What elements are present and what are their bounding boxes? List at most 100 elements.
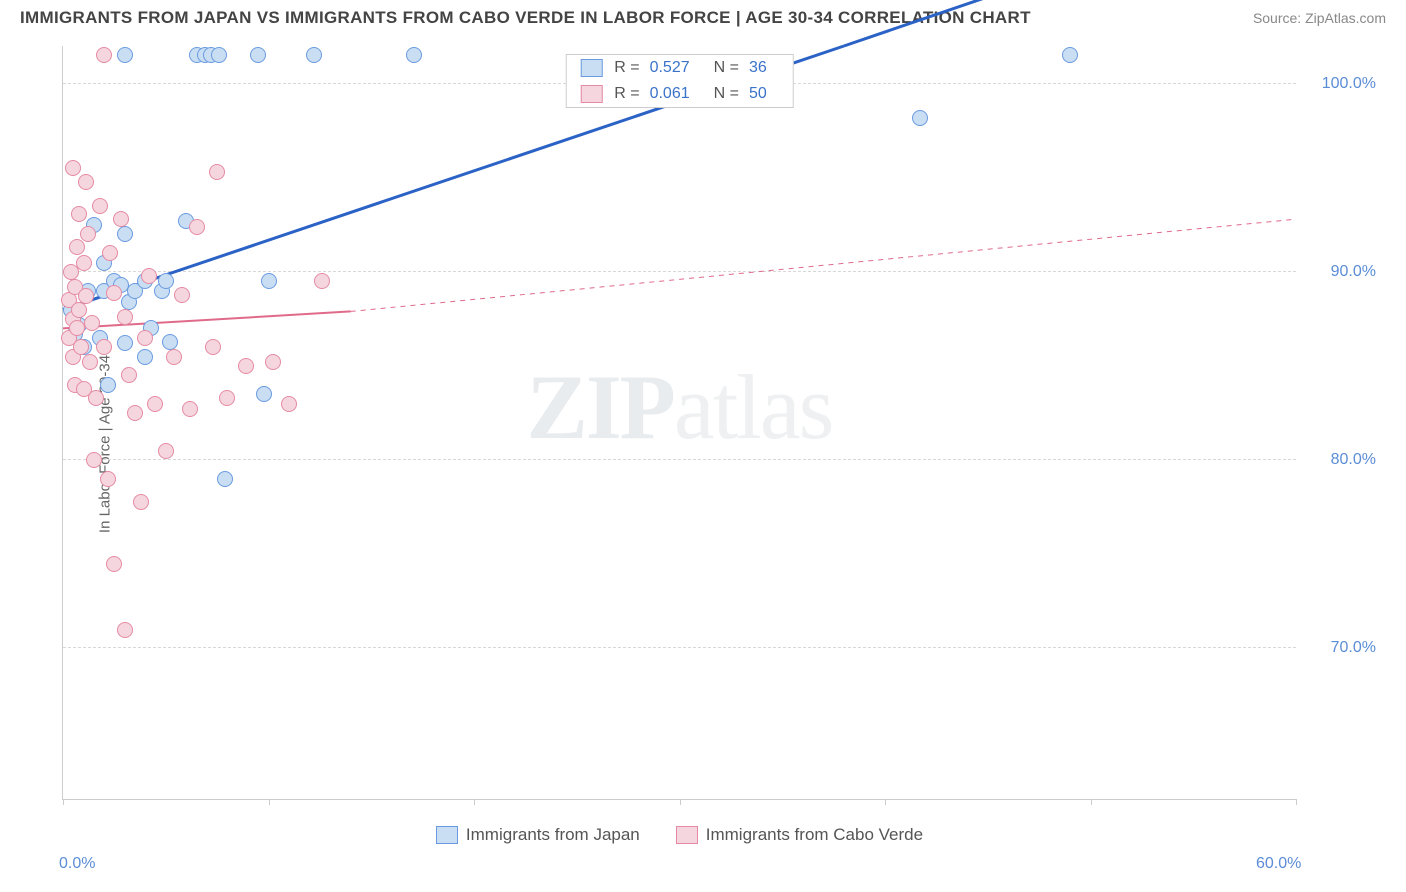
data-point-japan (117, 47, 133, 63)
x-tick (885, 799, 886, 805)
data-point-cabo (127, 405, 143, 421)
data-point-japan (117, 226, 133, 242)
n-value-japan: 36 (749, 59, 767, 77)
x-tick (63, 799, 64, 805)
x-tick (474, 799, 475, 805)
data-point-cabo (82, 354, 98, 370)
legend-label-cabo: Immigrants from Cabo Verde (706, 825, 923, 845)
data-point-japan (406, 47, 422, 63)
data-point-japan (217, 471, 233, 487)
legend-row-japan: R = 0.527 N = 36 (566, 55, 793, 81)
data-point-japan (137, 349, 153, 365)
n-label: N = (714, 59, 739, 77)
data-point-cabo (102, 245, 118, 261)
data-point-cabo (189, 219, 205, 235)
watermark-part2: atlas (674, 356, 833, 458)
trend-lines (63, 46, 1296, 799)
data-point-cabo (158, 443, 174, 459)
data-point-cabo (117, 622, 133, 638)
data-point-cabo (209, 164, 225, 180)
r-value-cabo: 0.061 (650, 85, 690, 103)
data-point-cabo (133, 494, 149, 510)
data-point-japan (211, 47, 227, 63)
data-point-japan (117, 335, 133, 351)
r-value-japan: 0.527 (650, 59, 690, 77)
data-point-cabo (219, 390, 235, 406)
data-point-cabo (174, 287, 190, 303)
data-point-japan (162, 334, 178, 350)
data-point-cabo (113, 211, 129, 227)
data-point-cabo (121, 367, 137, 383)
gridline-h (63, 459, 1296, 460)
correlation-legend: R = 0.527 N = 36 R = 0.061 N = 50 (565, 54, 794, 108)
data-point-cabo (106, 285, 122, 301)
data-point-cabo (71, 206, 87, 222)
n-label: N = (714, 85, 739, 103)
legend-item-cabo: Immigrants from Cabo Verde (676, 825, 923, 845)
x-tick (680, 799, 681, 805)
r-label: R = (614, 59, 639, 77)
data-point-cabo (141, 268, 157, 284)
data-point-japan (256, 386, 272, 402)
legend-label-japan: Immigrants from Japan (466, 825, 640, 845)
data-point-cabo (96, 339, 112, 355)
series-legend: Immigrants from Japan Immigrants from Ca… (63, 825, 1296, 845)
swatch-japan (580, 59, 602, 77)
data-point-japan (306, 47, 322, 63)
data-point-cabo (205, 339, 221, 355)
data-point-cabo (88, 390, 104, 406)
data-point-cabo (182, 401, 198, 417)
data-point-cabo (78, 174, 94, 190)
watermark-part1: ZIP (527, 356, 674, 458)
data-point-cabo (84, 315, 100, 331)
data-point-cabo (86, 452, 102, 468)
legend-item-japan: Immigrants from Japan (436, 825, 640, 845)
swatch-cabo (676, 826, 698, 844)
data-point-japan (261, 273, 277, 289)
x-tick-label: 0.0% (59, 855, 95, 873)
data-point-cabo (238, 358, 254, 374)
data-point-japan (912, 110, 928, 126)
watermark: ZIPatlas (527, 354, 833, 460)
data-point-cabo (92, 198, 108, 214)
x-tick (269, 799, 270, 805)
data-point-japan (250, 47, 266, 63)
data-point-japan (1062, 47, 1078, 63)
x-tick-label: 60.0% (1256, 855, 1301, 873)
data-point-cabo (314, 273, 330, 289)
data-point-cabo (76, 255, 92, 271)
n-value-cabo: 50 (749, 85, 767, 103)
data-point-cabo (73, 339, 89, 355)
chart-title: IMMIGRANTS FROM JAPAN VS IMMIGRANTS FROM… (20, 8, 1031, 28)
data-point-japan (158, 273, 174, 289)
data-point-cabo (100, 471, 116, 487)
chart-source: Source: ZipAtlas.com (1253, 10, 1386, 26)
y-tick-label: 80.0% (1331, 451, 1376, 469)
data-point-cabo (69, 239, 85, 255)
legend-row-cabo: R = 0.061 N = 50 (566, 81, 793, 107)
data-point-cabo (137, 330, 153, 346)
data-point-cabo (106, 556, 122, 572)
data-point-cabo (78, 288, 94, 304)
data-point-cabo (65, 160, 81, 176)
swatch-japan (436, 826, 458, 844)
gridline-h (63, 271, 1296, 272)
y-tick-label: 90.0% (1331, 263, 1376, 281)
data-point-cabo (117, 309, 133, 325)
data-point-cabo (147, 396, 163, 412)
x-tick (1091, 799, 1092, 805)
data-point-japan (100, 377, 116, 393)
data-point-cabo (265, 354, 281, 370)
swatch-cabo (580, 85, 602, 103)
data-point-cabo (80, 226, 96, 242)
chart-area: In Labor Force | Age 30-34 ZIPatlas R = … (20, 38, 1386, 850)
y-tick-label: 70.0% (1331, 639, 1376, 657)
data-point-cabo (281, 396, 297, 412)
chart-header: IMMIGRANTS FROM JAPAN VS IMMIGRANTS FROM… (0, 0, 1406, 32)
y-tick-label: 100.0% (1322, 75, 1376, 93)
plot-region: ZIPatlas R = 0.527 N = 36 R = 0.061 N = … (62, 46, 1296, 800)
r-label: R = (614, 85, 639, 103)
data-point-cabo (96, 47, 112, 63)
gridline-h (63, 647, 1296, 648)
data-point-cabo (166, 349, 182, 365)
